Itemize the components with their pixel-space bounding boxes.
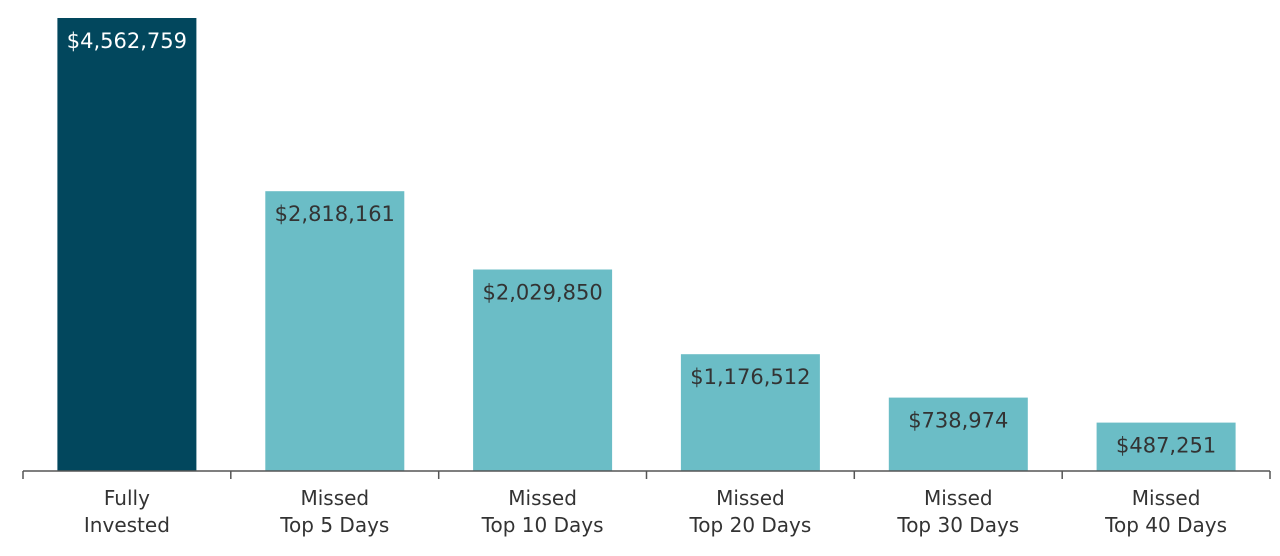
bar-2 (473, 269, 613, 471)
bar-5 (1096, 422, 1236, 471)
x-axis (22, 470, 1271, 479)
category-label-0: Fully Invested (84, 486, 170, 537)
category-label-4: Missed Top 30 Days (896, 486, 1019, 537)
value-labels-group: $4,562,759 $2,818,161 $2,029,850 $1,176,512… (67, 29, 1216, 458)
category-label-3: Missed Top 20 Days (688, 486, 811, 537)
bars-group (57, 18, 1236, 471)
bar-4 (888, 397, 1028, 471)
category-labels-group: Fully Invested Missed Top 5 Days Missed Top 1… (84, 486, 1227, 537)
bar-3 (680, 354, 820, 471)
bar-value-label-5: $487,251 (1116, 434, 1216, 458)
category-label-2: Missed Top 10 Days (481, 486, 604, 537)
bar-value-label-0: $4,562,759 (67, 29, 187, 53)
bar-value-label-3: $1,176,512 (690, 365, 810, 389)
category-label-1: Missed Top 5 Days (279, 486, 389, 537)
bar-0 (57, 18, 197, 471)
category-label-5: Missed Top 40 Days (1104, 486, 1227, 537)
bar-value-label-1: $2,818,161 (275, 202, 395, 226)
bar-1 (265, 191, 405, 471)
bar-value-label-4: $738,974 (908, 409, 1008, 433)
bar-value-label-2: $2,029,850 (482, 281, 602, 305)
